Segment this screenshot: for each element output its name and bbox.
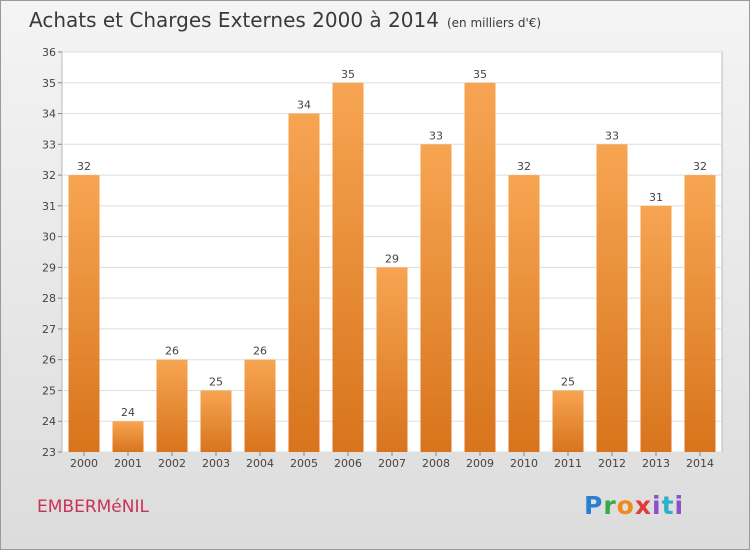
y-tick-label: 26 (42, 354, 56, 367)
data-label: 35 (341, 68, 355, 81)
bar (244, 359, 276, 452)
y-tick-label: 23 (42, 446, 56, 459)
logo-letter: t (661, 491, 675, 520)
x-tick-label: 2010 (510, 457, 538, 470)
x-tick-label: 2011 (554, 457, 582, 470)
logo-letter: P (584, 491, 604, 520)
title-unit: (en milliers d'€) (446, 16, 542, 30)
y-tick-label: 30 (42, 231, 56, 244)
y-tick-label: 31 (42, 200, 56, 213)
bar (508, 175, 540, 453)
bar (640, 205, 672, 452)
data-label: 32 (693, 160, 707, 173)
y-tick-label: 32 (42, 169, 56, 182)
logo-letter: x (634, 491, 652, 520)
x-tick-label: 2009 (466, 457, 494, 470)
y-tick-label: 29 (42, 261, 56, 274)
y-tick-label: 34 (42, 108, 56, 121)
x-tick-label: 2004 (246, 457, 274, 470)
x-tick-label: 2005 (290, 457, 318, 470)
bar (420, 144, 452, 453)
x-tick-label: 2007 (378, 457, 406, 470)
y-tick-label: 27 (42, 323, 56, 336)
data-label: 35 (473, 68, 487, 81)
logo-letter: o (616, 491, 635, 520)
x-tick-label: 2002 (158, 457, 186, 470)
bar (596, 144, 628, 453)
bar (288, 113, 320, 453)
logo-letter: i (674, 491, 685, 520)
data-label: 33 (605, 129, 619, 142)
y-tick-label: 36 (42, 46, 56, 59)
commune-name: EMBERMéNIL (37, 497, 149, 517)
bar (68, 175, 100, 453)
x-tick-label: 2013 (642, 457, 670, 470)
x-tick-label: 2006 (334, 457, 362, 470)
bar (376, 267, 408, 452)
y-tick-label: 35 (42, 77, 56, 90)
bar (464, 82, 496, 453)
data-label: 31 (649, 191, 663, 204)
y-tick-label: 24 (42, 415, 56, 428)
data-label: 29 (385, 252, 399, 265)
x-tick-label: 2000 (70, 457, 98, 470)
data-label: 33 (429, 129, 443, 142)
bar (332, 82, 364, 453)
data-label: 32 (77, 160, 91, 173)
data-label: 25 (561, 375, 575, 388)
y-tick-label: 33 (42, 138, 56, 151)
data-label: 32 (517, 160, 531, 173)
bar (684, 175, 716, 453)
y-tick-label: 25 (42, 384, 56, 397)
proxiti-logo: Proxiti (584, 491, 684, 520)
bar (552, 390, 584, 452)
x-tick-label: 2003 (202, 457, 230, 470)
bar (156, 359, 188, 452)
logo-letter: r (603, 491, 617, 520)
bar (200, 390, 232, 452)
x-tick-label: 2014 (686, 457, 714, 470)
x-tick-label: 2012 (598, 457, 626, 470)
data-label: 26 (165, 345, 179, 358)
bar (112, 421, 144, 452)
data-label: 26 (253, 345, 267, 358)
data-label: 25 (209, 375, 223, 388)
y-tick-label: 28 (42, 292, 56, 305)
logo-letter: i (652, 491, 662, 520)
title-text: Achats et Charges Externes 2000 à 2014 (29, 8, 439, 32)
chart-title: Achats et Charges Externes 2000 à 2014 (e… (29, 8, 541, 32)
data-label: 34 (297, 99, 311, 112)
x-tick-label: 2008 (422, 457, 450, 470)
data-label: 24 (121, 406, 135, 419)
x-tick-label: 2001 (114, 457, 142, 470)
